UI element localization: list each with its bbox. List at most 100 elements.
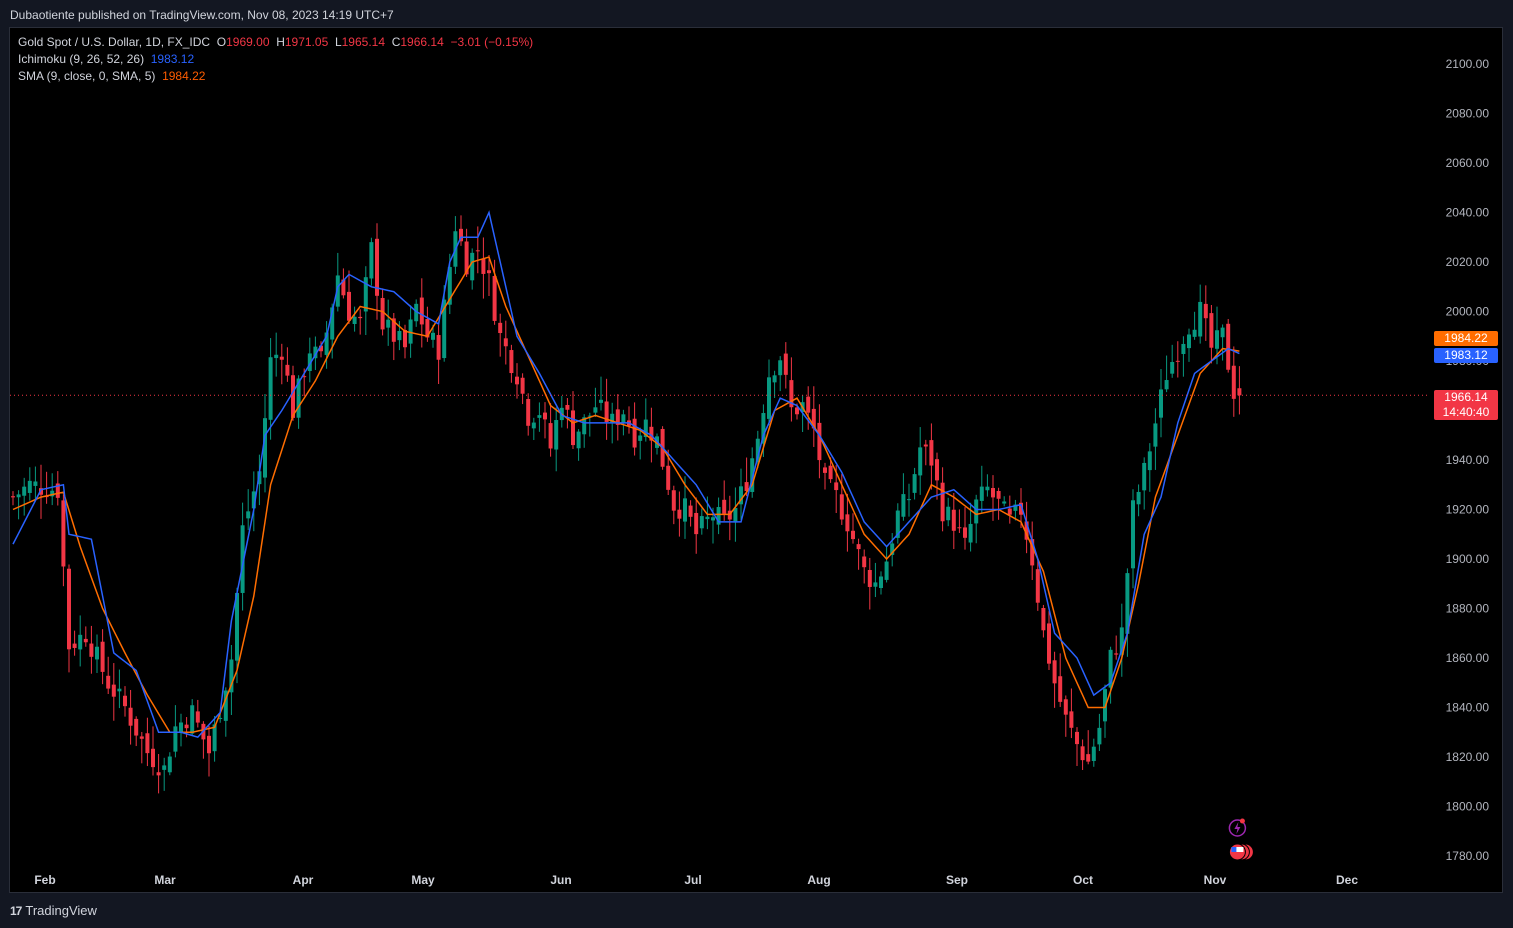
candle-body	[643, 419, 648, 438]
candle-body	[1069, 711, 1074, 728]
tradingview-logo-icon: 17	[10, 903, 22, 918]
legend-ichimoku-value: 1983.12	[150, 52, 195, 66]
candle-body	[957, 527, 962, 529]
candle-body	[610, 413, 615, 424]
lightning-event-icon	[1228, 819, 1247, 837]
candle-body	[117, 688, 122, 692]
candle-body	[520, 377, 525, 394]
candle-body	[1047, 623, 1051, 664]
candle-body	[330, 307, 335, 340]
publisher-line: Dubaotiente published on TradingView.com…	[10, 8, 394, 22]
candle-body	[134, 718, 139, 736]
candle-body	[778, 360, 783, 376]
x-tick-label: Apr	[293, 873, 314, 887]
candle-body	[671, 490, 676, 511]
sma-price-label: 1984.22	[1434, 331, 1498, 346]
y-tick-label: 1800.00	[1446, 800, 1490, 814]
candle-body	[503, 338, 508, 347]
candle-body	[1108, 649, 1113, 688]
lightning-bolt-icon	[1234, 822, 1241, 834]
candle-body	[515, 376, 519, 385]
candle-body	[845, 514, 850, 532]
ichimoku-line	[12, 210, 1240, 739]
legend-symbol[interactable]: Gold Spot / U.S. Dollar, 1D, FX_IDC	[18, 35, 211, 49]
y-tick-label: 2060.00	[1446, 156, 1490, 170]
candle-body	[1198, 301, 1203, 337]
candle-body	[1002, 501, 1007, 504]
legend-change: −3.01 (−0.15%)	[450, 35, 534, 49]
candle-body	[464, 241, 469, 275]
legend-ichimoku-row[interactable]: Ichimoku (9, 26, 52, 26) 1983.12	[18, 52, 194, 66]
legend-sma-label: SMA (9, close, 0, SMA, 5)	[18, 69, 156, 83]
candle-body	[1192, 329, 1197, 337]
x-tick-label: May	[411, 873, 435, 887]
x-tick-label: Sep	[946, 873, 968, 887]
candle-body	[795, 407, 799, 415]
candle-body	[212, 724, 217, 752]
price-chart[interactable]: 1780.00 1800.00 1820.00 1840.00 1860.00 1880.…	[10, 28, 1502, 892]
candle-body	[599, 399, 603, 403]
candle-body	[380, 297, 385, 330]
candle-body	[302, 376, 307, 378]
candle-body	[828, 465, 833, 480]
candle-body	[335, 275, 340, 307]
candle-body	[391, 318, 396, 342]
candle-body	[548, 423, 553, 449]
legend-open-value: 1969.00	[226, 35, 270, 49]
candle-body	[1052, 660, 1057, 684]
legend-low-label: L	[334, 35, 342, 49]
candle-body	[621, 414, 626, 423]
candle-body	[1164, 380, 1169, 390]
candle-body	[55, 483, 60, 498]
candle-body	[677, 509, 682, 519]
candle-body	[319, 345, 323, 352]
footer-brand[interactable]: 17 TradingView	[10, 903, 97, 918]
candle-body	[1215, 330, 1219, 349]
candle-body	[39, 488, 43, 495]
candle-body	[571, 410, 575, 446]
candle-body	[509, 350, 514, 374]
candle-body	[543, 412, 547, 420]
y-tick-label: 1780.00	[1446, 849, 1490, 863]
candle-body	[554, 420, 559, 450]
candle-body	[733, 507, 738, 523]
candle-body	[873, 582, 878, 587]
candle-body	[268, 357, 273, 420]
candle-body	[783, 353, 788, 375]
candle-body	[991, 488, 995, 498]
candle-body	[823, 467, 827, 473]
candle-body	[33, 481, 38, 486]
candle-body	[1142, 462, 1147, 491]
candle-body	[918, 447, 923, 476]
candle-body	[408, 319, 413, 344]
candle-body	[470, 252, 475, 281]
candle-body	[912, 474, 917, 493]
candle-body	[716, 507, 721, 525]
candle-body	[386, 319, 391, 328]
candle-body	[235, 592, 239, 661]
candle-body	[67, 568, 71, 650]
legend-low-value: 1965.14	[341, 35, 386, 49]
candle-body	[739, 486, 743, 505]
candle-body	[369, 242, 374, 279]
candle-body	[811, 408, 816, 429]
candle-body	[576, 431, 581, 449]
candle-body	[856, 544, 861, 550]
legend-sma-row[interactable]: SMA (9, close, 0, SMA, 5) 1984.22	[18, 69, 205, 83]
candle-body	[879, 576, 883, 588]
candle-body	[817, 422, 822, 461]
candle-body	[1125, 573, 1130, 634]
candle-body	[901, 494, 906, 517]
candle-body	[890, 543, 895, 555]
candle-body	[363, 277, 368, 312]
candle-body	[487, 270, 491, 274]
us-flag-stripe-icon	[1231, 847, 1244, 852]
candle-body	[750, 458, 755, 492]
candle-body	[1181, 343, 1186, 354]
candle-body	[985, 486, 990, 491]
candle-body	[638, 435, 643, 441]
ichimoku-price-label: 1983.12	[1434, 348, 1498, 363]
candle-body	[867, 570, 872, 587]
candle-body	[1231, 365, 1236, 399]
candle-body	[139, 736, 144, 739]
